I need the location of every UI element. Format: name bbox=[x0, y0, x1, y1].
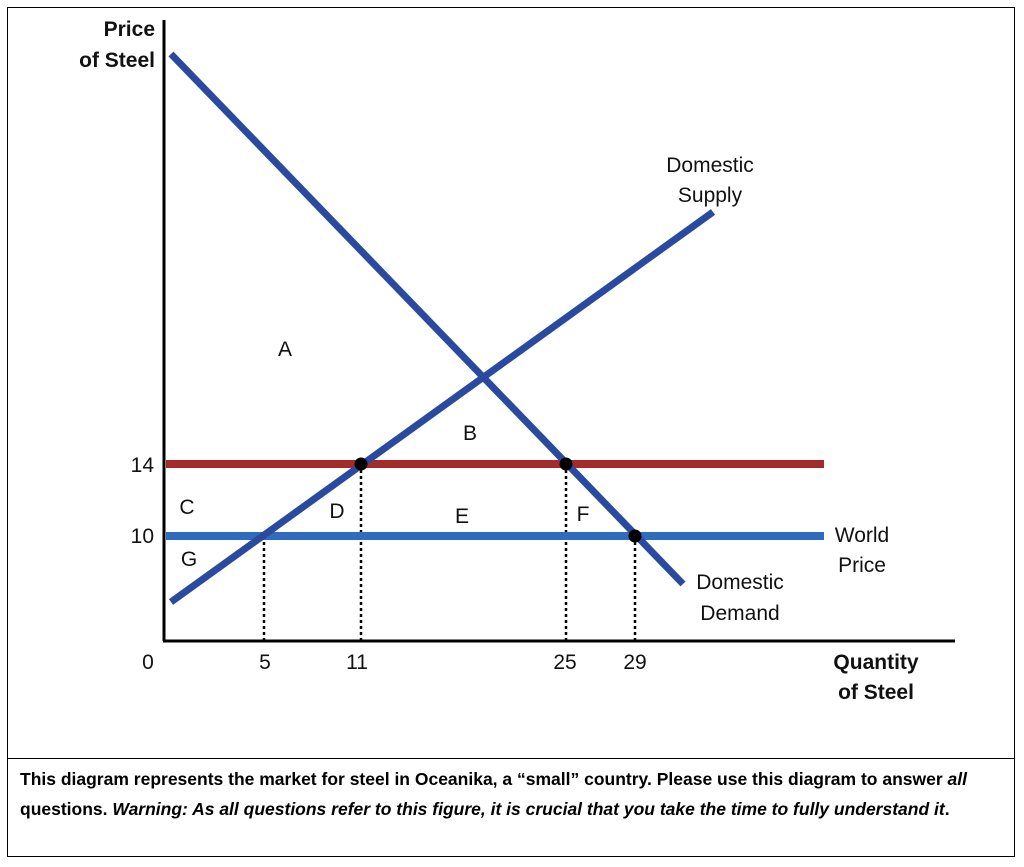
price-tick-10: 10 bbox=[131, 525, 154, 548]
quantity-tick-5: 5 bbox=[259, 651, 271, 674]
figure-caption: This diagram represents the market for s… bbox=[20, 764, 1000, 824]
region-c: C bbox=[179, 496, 194, 519]
point-demand-q29 bbox=[628, 529, 642, 543]
price-tick-14: 14 bbox=[131, 454, 155, 477]
supply-label-line1: Domestic bbox=[666, 154, 754, 177]
region-e: E bbox=[455, 505, 469, 528]
demand-label-line1: Domestic bbox=[696, 571, 784, 594]
point-demand-q25 bbox=[559, 457, 573, 471]
region-b: B bbox=[463, 422, 477, 445]
caption-warning: Warning: As all questions refer to this … bbox=[112, 799, 945, 819]
y-axis-label-line2: of Steel bbox=[79, 49, 155, 72]
world-price-label-line2: Price bbox=[838, 554, 886, 577]
quantity-tick-29: 29 bbox=[623, 651, 646, 674]
caption-text-1: This diagram represents the market for s… bbox=[20, 769, 948, 789]
demand-label-line2: Demand bbox=[700, 602, 779, 625]
x-axis-label-line1: Quantity bbox=[833, 651, 918, 674]
caption-text-2: questions. bbox=[20, 799, 113, 819]
quantity-tick-11: 11 bbox=[346, 651, 368, 674]
caption-text-3: . bbox=[944, 799, 950, 819]
origin-label: 0 bbox=[142, 651, 154, 674]
domestic-supply-curve bbox=[168, 209, 716, 605]
point-supply-q11 bbox=[354, 457, 368, 471]
domestic-demand-curve bbox=[168, 51, 686, 587]
region-d: D bbox=[329, 500, 344, 523]
supply-label-line2: Supply bbox=[678, 184, 743, 207]
quantity-tick-25: 25 bbox=[553, 651, 576, 674]
region-g: G bbox=[181, 548, 197, 571]
supply-demand-diagram: Price of Steel 14 10 0 5 11 25 29 Quanti… bbox=[79, 18, 955, 704]
caption-emphasis-all: all bbox=[947, 769, 967, 789]
y-axis-label-line1: Price bbox=[104, 18, 155, 41]
region-f: F bbox=[577, 503, 590, 526]
world-price-label-line1: World bbox=[835, 524, 889, 547]
region-a: A bbox=[278, 338, 292, 361]
caption-divider bbox=[7, 758, 1015, 759]
figure-frame bbox=[7, 7, 1015, 857]
x-axis-label-line2: of Steel bbox=[838, 681, 914, 704]
